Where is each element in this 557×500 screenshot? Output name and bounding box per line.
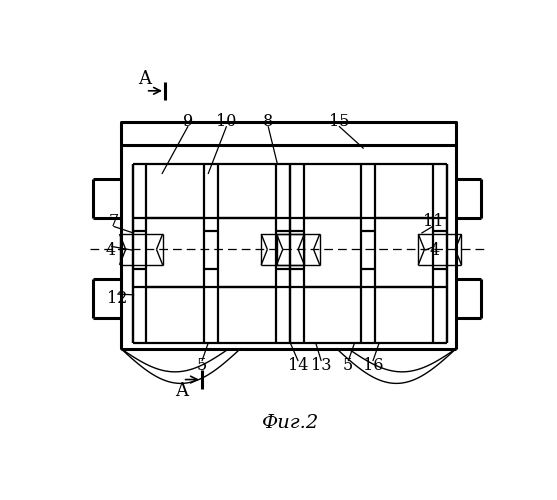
Text: 15: 15 — [329, 113, 349, 130]
Text: 4: 4 — [106, 242, 116, 260]
Text: A: A — [138, 70, 150, 88]
Text: 10: 10 — [216, 113, 237, 130]
Text: 5: 5 — [197, 357, 207, 374]
Text: 16: 16 — [363, 357, 383, 374]
Text: 7: 7 — [108, 213, 119, 230]
Text: 11: 11 — [423, 213, 443, 230]
Text: 12: 12 — [107, 290, 128, 307]
Text: 4: 4 — [429, 242, 439, 260]
Text: 8: 8 — [263, 113, 273, 130]
Text: 9: 9 — [183, 113, 193, 130]
Text: Фиг.2: Фиг.2 — [262, 414, 319, 432]
Text: 14: 14 — [288, 357, 309, 374]
Text: A: A — [175, 382, 188, 400]
Text: 5: 5 — [343, 357, 353, 374]
Text: 13: 13 — [311, 357, 331, 374]
